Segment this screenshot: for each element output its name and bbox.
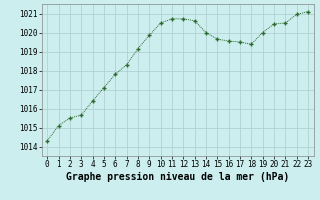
X-axis label: Graphe pression niveau de la mer (hPa): Graphe pression niveau de la mer (hPa): [66, 172, 289, 182]
